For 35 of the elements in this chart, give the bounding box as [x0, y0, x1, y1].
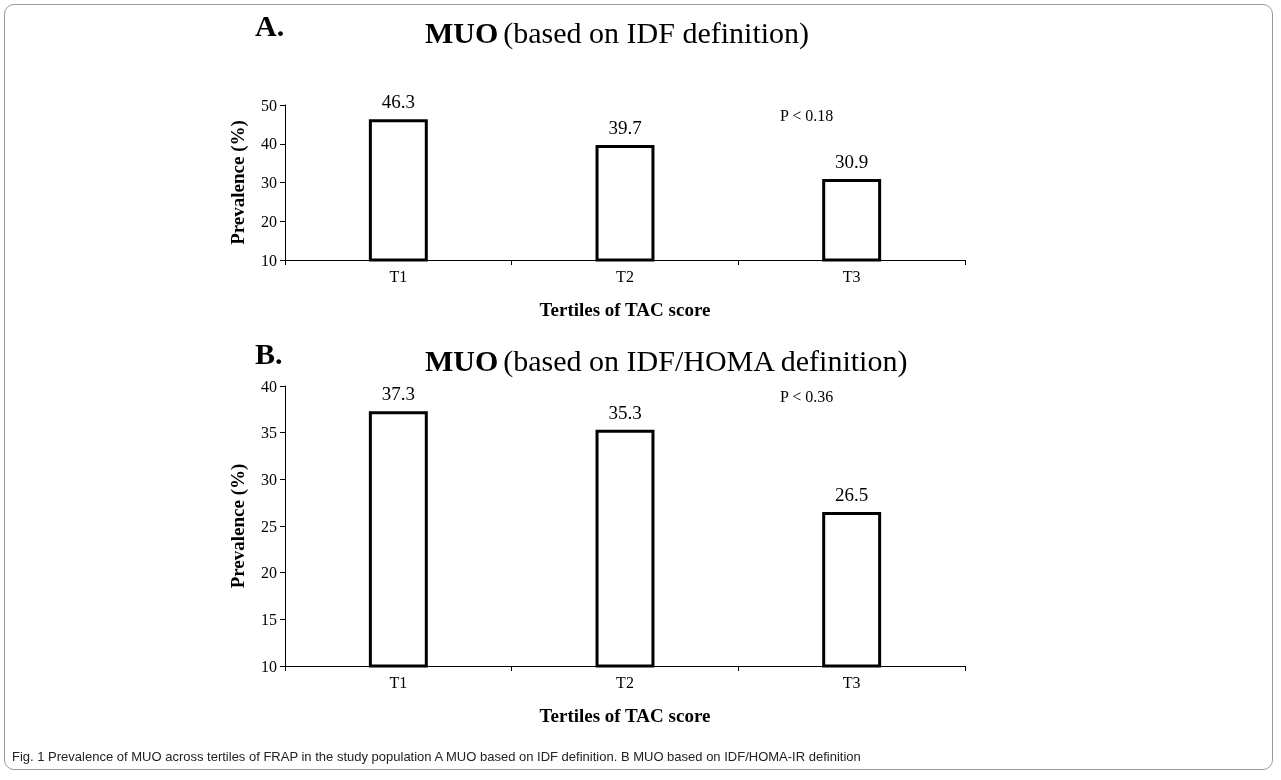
y-tick-label: 20 — [261, 212, 277, 230]
y-tick-label: 15 — [261, 610, 277, 628]
data-label: 37.3 — [381, 383, 415, 405]
data-label: 30.9 — [835, 151, 869, 173]
y-tick-label: 50 — [261, 96, 277, 114]
text: A. — [255, 8, 285, 42]
y-tick-label: 20 — [261, 564, 277, 582]
annotation: P < 0.18 — [780, 106, 834, 124]
x-tick-label: T2 — [616, 267, 634, 285]
y-tick-label: 30 — [261, 470, 277, 488]
y-tick-label: 10 — [261, 251, 277, 269]
y-tick-label: 30 — [261, 174, 277, 191]
data-label: 46.3 — [381, 91, 415, 113]
data-label: 35.3 — [608, 401, 642, 423]
text: B. — [255, 336, 283, 370]
y-tick-label: 40 — [261, 377, 277, 395]
y-tick-label: 25 — [261, 517, 277, 535]
x-axis-title: Tertiles of TAC score — [539, 299, 711, 320]
y-axis-title: Prevalence (%) — [227, 120, 249, 245]
y-tick-label: 10 — [261, 657, 277, 675]
annotation: P < 0.36 — [780, 387, 834, 405]
x-tick-label: T3 — [842, 267, 861, 285]
x-axis-title: Tertiles of TAC score — [539, 705, 711, 726]
y-tick-label: 35 — [261, 424, 277, 442]
x-tick-label: T1 — [389, 267, 408, 285]
data-label: 26.5 — [835, 484, 869, 505]
x-tick-label: T1 — [389, 673, 408, 691]
chart-title: MUO (based on IDF/HOMA definition) — [425, 343, 908, 378]
caption: Fig. 1 Prevalence of MUO across tertiles of FRAP in the study population A MUO based on IDF definition. B MUO based on IDF/HOMA-IR definition — [12, 749, 861, 764]
chart-title: MUO (based on IDF definition) — [425, 15, 810, 50]
y-tick-label: 40 — [261, 135, 277, 153]
x-tick-label: T2 — [616, 673, 634, 691]
y-axis-title: Prevalence (%) — [227, 463, 249, 589]
data-label: 39.7 — [608, 116, 642, 138]
x-tick-label: T3 — [842, 673, 861, 691]
